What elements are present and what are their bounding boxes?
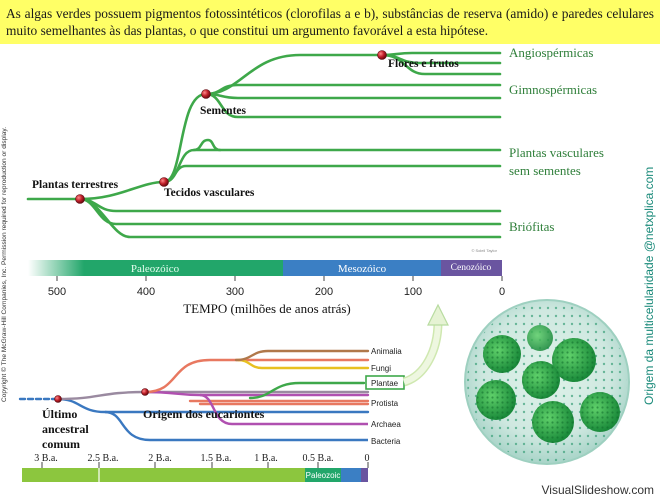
event-label-lca-3: comum	[42, 437, 80, 451]
lower-tick-2ba: 2 B.a.	[148, 453, 172, 464]
eukaryote-node	[141, 388, 149, 396]
group-label-angiosperms: Angiospérmicas	[509, 45, 593, 60]
archaea-branch	[199, 393, 368, 426]
watermark: VisualSlideshow.com	[541, 483, 654, 497]
lower-era-label-paleozoic: Paleozoic	[306, 471, 341, 480]
time-tick-400: 400	[137, 286, 155, 298]
lower-tick-2-5ba: 2.5 B.a.	[87, 453, 118, 464]
lower-tick-1-5ba: 1.5 B.a.	[200, 453, 231, 464]
group-label-bryophytes: Briófitas	[509, 219, 555, 234]
kingdom-label-animalia: Animalia	[371, 347, 402, 356]
event-label-lca-2: ancestral	[42, 422, 89, 436]
lower-tick-0: 0	[365, 453, 370, 464]
era-label-cenozoic: Cenozóico	[451, 263, 492, 273]
group-label-vascular-1: Plantas vasculares	[509, 145, 604, 160]
plantae-highlight-box	[365, 375, 405, 390]
time-tick-300: 300	[226, 286, 244, 298]
kingdom-label-fungi: Fungi	[371, 364, 391, 373]
event-label-eukaryotes: Origem dos eucariontes	[143, 407, 265, 421]
header-text: As algas verdes possuem pigmentos fotoss…	[6, 6, 654, 38]
lower-era-paleozoic	[305, 468, 341, 482]
era-mesozoic	[283, 260, 441, 276]
group-label-gymnosperms: Gimnospérmicas	[509, 82, 597, 97]
era-label-paleozoic: Paleozóico	[131, 263, 180, 275]
era-cenozoic	[441, 260, 502, 276]
upper-tree-branches	[26, 51, 502, 239]
kingdom-label-bacteria: Bacteria	[371, 437, 401, 446]
time-tick-0: 0	[499, 286, 505, 298]
header-banner: As algas verdes possuem pigmentos fotoss…	[0, 0, 660, 44]
event-label-land-plants: Plantas terrestres	[32, 179, 119, 191]
era-paleozoic	[28, 260, 283, 276]
lower-tree-branches	[18, 349, 370, 414]
volvox-image	[464, 299, 630, 465]
lca-node	[54, 395, 62, 403]
event-label-seeds: Sementes	[200, 105, 247, 117]
figure-credit: © Soleil Taylor	[471, 248, 497, 253]
kingdom-label-protista: Protista	[371, 399, 399, 408]
upper-tree-nodes	[75, 50, 387, 204]
time-axis-ticks	[56, 276, 503, 281]
lower-axis-ticks	[41, 462, 369, 468]
event-label-vascular-tissue: Tecidos vasculares	[164, 187, 255, 199]
lower-tick-3ba: 3 B.a.	[34, 453, 58, 464]
kingdom-label-archaea: Archaea	[371, 420, 401, 429]
lower-tick-1ba: 1 B.a.	[254, 453, 278, 464]
kingdom-label-plantae: Plantae	[371, 379, 399, 388]
time-tick-500: 500	[48, 286, 66, 298]
bacteria-branch	[104, 410, 368, 442]
lower-tick-0-5ba: 0.5 B.a.	[302, 453, 333, 464]
era-bar: Paleozóico Mesozóico Cenozóico	[28, 260, 502, 276]
event-label-flowers: Flores e frutos	[388, 58, 459, 70]
group-label-vascular-2: sem sementes	[509, 163, 581, 178]
time-tick-100: 100	[404, 286, 422, 298]
lower-era-bar: Paleozoic	[22, 468, 368, 482]
time-tick-200: 200	[315, 286, 333, 298]
time-axis-title: TEMPO (milhões de anos atrás)	[183, 301, 351, 316]
event-label-lca-1: Último	[42, 407, 77, 421]
era-label-mesozoic: Mesozóico	[338, 263, 387, 275]
plantae-arrow	[402, 303, 449, 387]
